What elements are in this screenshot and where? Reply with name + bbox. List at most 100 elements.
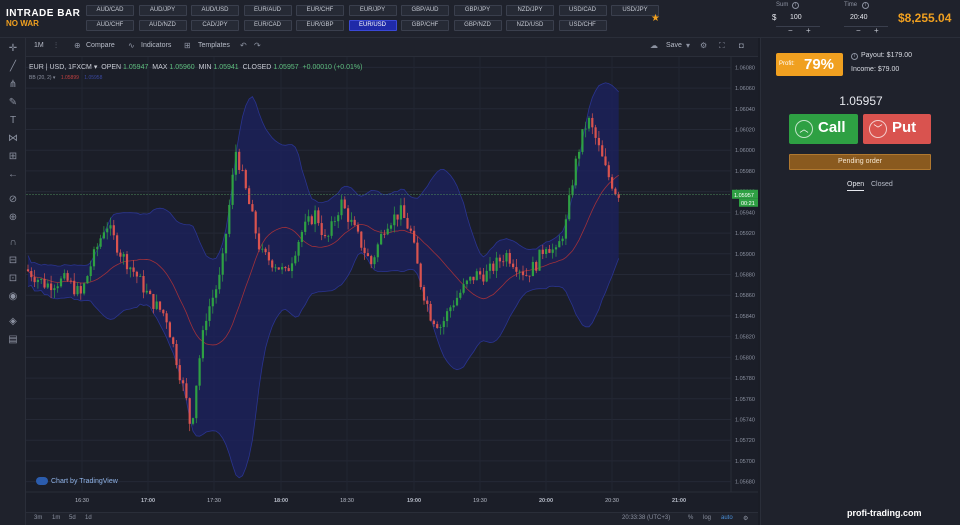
candle-body: [284, 266, 287, 269]
candle-body: [323, 235, 327, 237]
trend-line-icon[interactable]: ╱: [9, 61, 17, 72]
pair-button[interactable]: AUD/JPY: [138, 5, 187, 16]
magnet-icon[interactable]: ∩: [9, 237, 17, 248]
brush-icon[interactable]: ✎: [8, 97, 18, 108]
interval-button[interactable]: 1M: [34, 42, 44, 49]
pair-button[interactable]: USD/CAD: [558, 5, 607, 16]
countdown-tag: [739, 198, 758, 207]
pattern-icon[interactable]: ⋈: [8, 133, 18, 144]
pair-button[interactable]: NZD/USD: [506, 20, 554, 31]
info-icon[interactable]: i: [851, 53, 858, 60]
y-tick-label: 1.06020: [735, 128, 755, 134]
pair-button[interactable]: GBP/JPY: [453, 5, 502, 16]
candle-body: [195, 385, 198, 419]
pair-button[interactable]: GBP/NZD: [453, 20, 502, 31]
minus-button[interactable]: −: [856, 26, 861, 35]
templates-icon[interactable]: ⊞: [184, 41, 191, 50]
crosshair-icon[interactable]: ✛: [8, 43, 18, 54]
cloud-icon[interactable]: ☁: [650, 41, 658, 50]
pair-button[interactable]: NZD/JPY: [506, 5, 554, 16]
pair-button[interactable]: EUR/GBP: [296, 20, 344, 31]
candle-body: [512, 263, 515, 268]
layers-icon[interactable]: ◈: [9, 316, 17, 327]
percent-toggle[interactable]: %: [688, 515, 694, 521]
utc-clock[interactable]: 20:33:38 (UTC+3): [622, 515, 671, 521]
save-button[interactable]: Save: [666, 42, 682, 49]
candle-body: [102, 232, 105, 239]
fullscreen-icon[interactable]: ⛶: [719, 41, 725, 50]
candle-body: [449, 307, 452, 312]
redo-icon[interactable]: ↷: [254, 41, 261, 50]
pair-button[interactable]: USD/JPY: [611, 5, 659, 16]
pair-button[interactable]: EUR/AUD: [243, 5, 292, 16]
indicators-button[interactable]: Indicators: [141, 42, 172, 49]
pair-button[interactable]: EUR/CHF: [296, 5, 344, 16]
candle-body: [165, 313, 168, 323]
info-icon[interactable]: i: [792, 2, 799, 9]
pair-button[interactable]: AUD/NZD: [138, 20, 187, 31]
favorite-star-icon[interactable]: ★: [651, 13, 660, 24]
range-5d[interactable]: 5d: [69, 515, 76, 521]
back-arrow-icon[interactable]: ←: [8, 169, 18, 180]
range-1d[interactable]: 1d: [85, 515, 92, 521]
chart-bottom-bar: 3m 1m 5d 1d 20:33:38 (UTC+3) % log auto …: [26, 512, 758, 525]
ruler-icon[interactable]: ⊘: [8, 194, 18, 205]
range-1m[interactable]: 1m: [52, 515, 61, 521]
range-3m[interactable]: 3m: [34, 515, 43, 521]
candle-body: [353, 219, 356, 226]
sum-input[interactable]: 100: [790, 14, 802, 21]
time-stepper: − +: [844, 26, 888, 36]
plus-button[interactable]: +: [874, 26, 879, 35]
auto-toggle[interactable]: auto: [721, 515, 733, 521]
info-icon[interactable]: i: [862, 2, 869, 9]
lock-icon[interactable]: ⊟: [8, 255, 18, 266]
pitchfork-icon[interactable]: ⋔: [8, 79, 18, 90]
zoom-icon[interactable]: ⊕: [8, 212, 18, 223]
chevron-down-icon[interactable]: ▾: [686, 41, 691, 50]
compare-button[interactable]: Compare: [86, 42, 115, 49]
y-tick-label: 1.06080: [735, 65, 755, 71]
price-chart[interactable]: 1.06080 1.06060 1.06040 1.06020 1.06000 1.059…: [26, 57, 758, 512]
eye-icon[interactable]: ◉: [8, 291, 18, 302]
undo-icon[interactable]: ↶: [240, 41, 247, 50]
text-icon[interactable]: T: [9, 115, 17, 126]
pair-button[interactable]: EUR/USD: [348, 20, 397, 31]
pair-button[interactable]: AUD/CAD: [86, 5, 134, 16]
bb-legend[interactable]: BB (20, 2) ▾ 1.05899 1.05958: [29, 75, 103, 81]
lock-all-icon[interactable]: ⊡: [8, 273, 18, 284]
pair-button[interactable]: GBP/AUD: [401, 5, 449, 16]
fib-icon[interactable]: ⊞: [8, 151, 18, 162]
minus-button[interactable]: −: [788, 26, 793, 35]
templates-button[interactable]: Templates: [198, 42, 230, 49]
camera-icon[interactable]: ◘: [739, 41, 744, 50]
pair-button[interactable]: GBP/CHF: [401, 20, 449, 31]
symbol-label[interactable]: EUR | USD, 1FXCM: [29, 64, 92, 71]
tradingview-logo[interactable]: Chart by TradingView: [36, 477, 118, 485]
tab-open[interactable]: Open: [847, 181, 865, 191]
max-value: 1.05960: [169, 64, 195, 71]
pair-button[interactable]: EUR/JPY: [348, 5, 397, 16]
pair-button[interactable]: AUD/USD: [191, 5, 239, 16]
log-toggle[interactable]: log: [703, 515, 712, 521]
candle-body: [485, 270, 488, 282]
call-button[interactable]: ︿ Call: [789, 114, 858, 144]
pair-button[interactable]: EUR/CAD: [243, 20, 292, 31]
candles-icon[interactable]: ⫶: [55, 41, 57, 50]
chart-canvas[interactable]: 1.06080 1.06060 1.06040 1.06020 1.06000 1.059…: [26, 57, 758, 512]
plus-button[interactable]: +: [806, 26, 811, 35]
candle-body: [254, 211, 257, 234]
settings-icon[interactable]: ⚙: [700, 41, 708, 50]
pair-button[interactable]: USD/CHF: [558, 20, 607, 31]
pending-order-button[interactable]: Pending order: [789, 154, 931, 170]
tradingview-text: Chart by TradingView: [51, 477, 118, 485]
put-button[interactable]: ﹀ Put: [863, 114, 931, 144]
indicators-icon[interactable]: ∿: [128, 41, 135, 50]
pair-button[interactable]: AUD/CHF: [86, 20, 134, 31]
logo[interactable]: INTRADE BAR NO WAR: [6, 8, 86, 32]
trash-icon[interactable]: ▤: [8, 334, 18, 345]
time-input[interactable]: 20:40: [850, 14, 868, 21]
tab-closed[interactable]: Closed: [871, 181, 893, 188]
pair-button[interactable]: CAD/JPY: [191, 20, 239, 31]
compare-icon[interactable]: ⊕: [74, 41, 81, 50]
settings-icon[interactable]: ⚙: [743, 516, 749, 522]
